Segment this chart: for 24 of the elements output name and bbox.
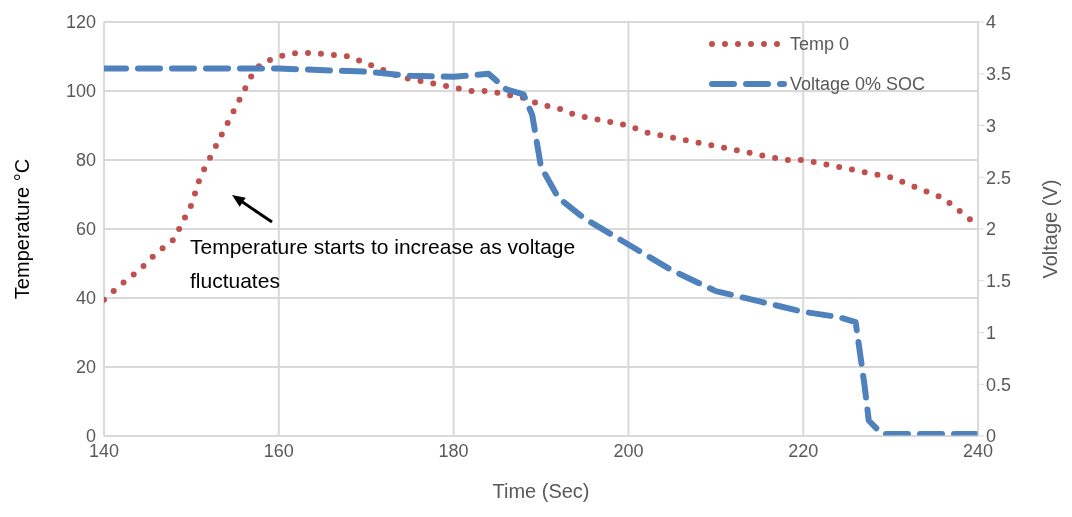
y2-tick-label: 3.5 — [986, 64, 1012, 85]
y-tick-label: 80 — [75, 150, 96, 171]
y-tick-label: 120 — [65, 12, 96, 33]
y2-tick-label: 2.5 — [986, 167, 1012, 188]
x-tick-label: 200 — [613, 440, 644, 461]
y2-tick-label: 3 — [986, 115, 997, 136]
x-tick-label: 160 — [263, 440, 294, 461]
y2-tick-label: 1 — [986, 322, 997, 343]
x-axis-title: Time (Sec) — [492, 480, 590, 502]
annotation: Temperature starts to increase as voltage fluctuates — [190, 234, 577, 294]
y2-tick-label: 4 — [986, 12, 997, 33]
y-axis-title: Temperature °C — [11, 158, 34, 300]
x-tick-label: 220 — [788, 440, 819, 461]
y-tick-label: 60 — [75, 219, 96, 240]
legend-label: Voltage 0% SOC — [790, 73, 926, 95]
y-tick-label: 40 — [75, 288, 96, 309]
y2-tick-label: 1.5 — [986, 271, 1012, 292]
x-tick-label: 180 — [438, 440, 469, 461]
y-tick-label: 100 — [65, 81, 96, 102]
y2-tick-label: 0.5 — [986, 374, 1012, 395]
y-tick-label: 20 — [75, 357, 96, 378]
y2-tick-label: 2 — [986, 219, 997, 240]
y2-axis-title: Voltage (V) — [1039, 179, 1062, 279]
legend-label: Temp 0 — [790, 33, 850, 55]
